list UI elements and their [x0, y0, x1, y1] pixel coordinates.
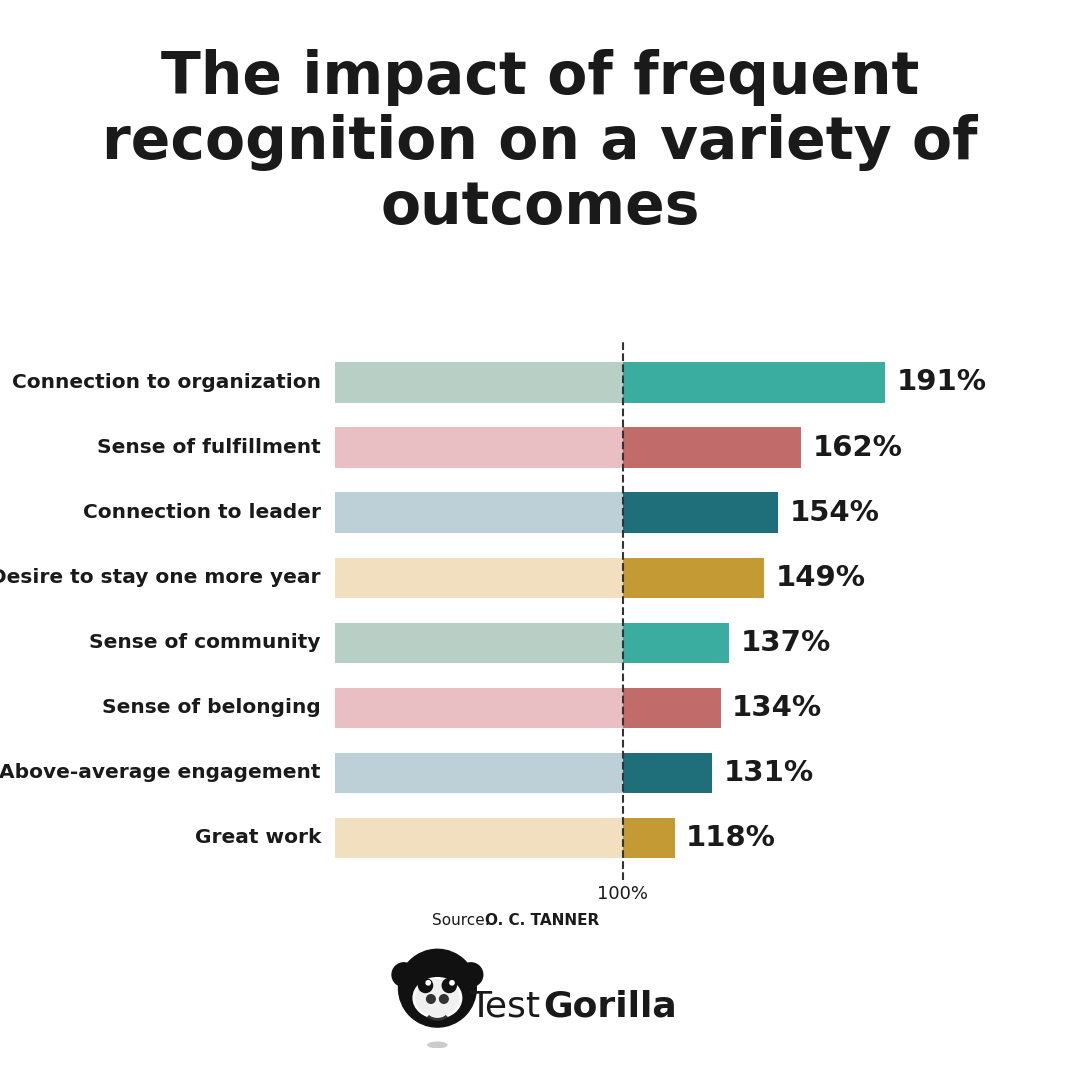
Bar	[623, 557, 764, 598]
Text: 149%: 149%	[775, 564, 865, 592]
Text: 162%: 162%	[813, 433, 903, 461]
Text: Desire to stay one more year: Desire to stay one more year	[0, 568, 321, 588]
Text: Sense of belonging: Sense of belonging	[103, 699, 321, 717]
Circle shape	[426, 981, 430, 985]
Text: Sense of fulfillment: Sense of fulfillment	[97, 438, 321, 457]
Text: Test: Test	[469, 989, 540, 1024]
Circle shape	[449, 981, 454, 985]
Bar	[335, 753, 623, 793]
Bar	[335, 818, 623, 859]
Bar	[623, 622, 729, 663]
Text: Connection to organization: Connection to organization	[12, 373, 321, 392]
Circle shape	[392, 963, 416, 987]
Bar	[335, 362, 623, 403]
Circle shape	[443, 978, 456, 993]
Text: Sense of community: Sense of community	[90, 633, 321, 652]
Bar	[623, 362, 885, 403]
Text: 100%: 100%	[597, 885, 648, 903]
Text: 118%: 118%	[686, 824, 777, 852]
Bar	[335, 492, 623, 532]
Text: The impact of frequent
recognition on a variety of
outcomes: The impact of frequent recognition on a …	[103, 49, 977, 235]
Bar	[623, 818, 675, 859]
Circle shape	[427, 995, 435, 1003]
Circle shape	[419, 978, 432, 993]
Circle shape	[440, 995, 448, 1003]
Text: 137%: 137%	[741, 629, 832, 657]
Bar	[335, 622, 623, 663]
Circle shape	[399, 949, 476, 1027]
Bar	[623, 492, 779, 532]
Ellipse shape	[416, 980, 459, 1016]
Text: Gorilla: Gorilla	[543, 989, 677, 1024]
Text: Great work: Great work	[194, 828, 321, 848]
Ellipse shape	[428, 1042, 447, 1048]
Text: O. C. TANNER: O. C. TANNER	[485, 913, 599, 928]
Bar	[623, 688, 720, 728]
Bar	[335, 688, 623, 728]
Bar	[623, 753, 712, 793]
Text: Source:: Source:	[432, 913, 495, 928]
Text: 191%: 191%	[896, 368, 986, 396]
Bar	[623, 428, 801, 468]
Ellipse shape	[413, 977, 462, 1018]
Bar	[335, 557, 623, 598]
Text: Above-average engagement: Above-average engagement	[0, 764, 321, 782]
Bar	[335, 428, 623, 468]
Circle shape	[459, 963, 483, 987]
Text: 154%: 154%	[789, 499, 880, 527]
Text: Connection to leader: Connection to leader	[83, 503, 321, 522]
Text: 131%: 131%	[724, 759, 813, 787]
Text: 134%: 134%	[732, 693, 822, 721]
